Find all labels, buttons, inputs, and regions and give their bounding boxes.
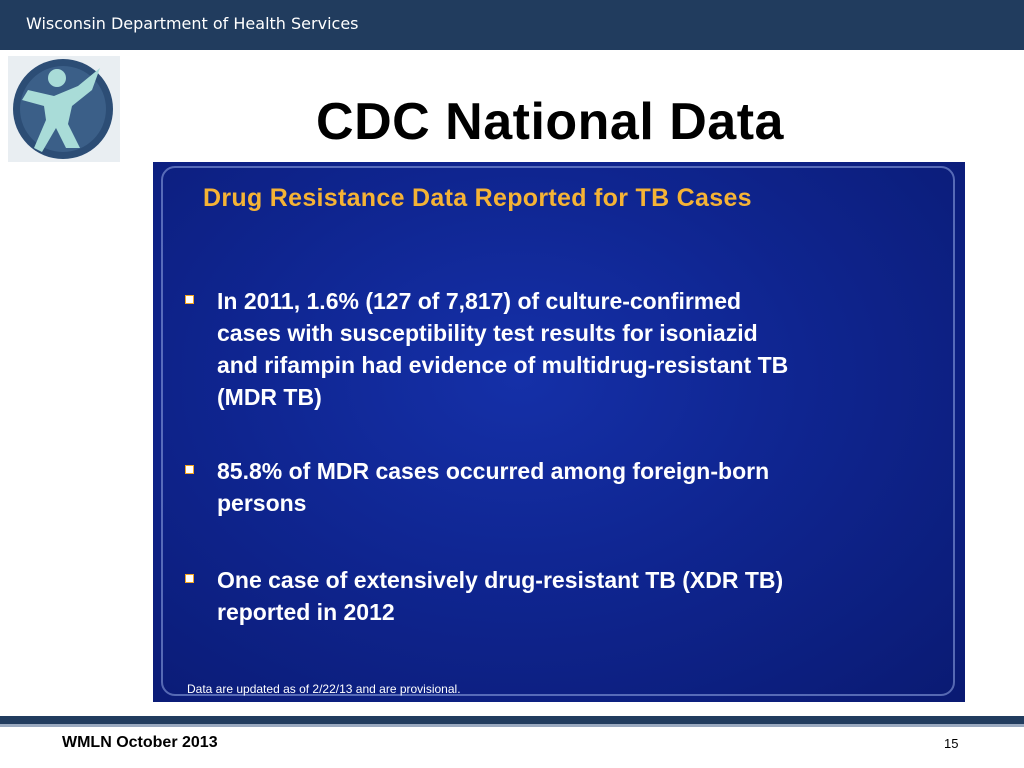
square-bullet-icon bbox=[185, 295, 194, 304]
data-disclaimer: Data are updated as of 2/22/13 and are p… bbox=[187, 682, 461, 696]
slide-title: CDC National Data bbox=[316, 93, 784, 151]
bullet-item: In 2011, 1.6% (127 of 7,817) of culture-… bbox=[185, 285, 925, 413]
dhs-logo-icon bbox=[8, 56, 120, 162]
bullet-line: reported in 2012 bbox=[217, 599, 395, 625]
bullet-line: In 2011, 1.6% (127 of 7,817) of culture-… bbox=[217, 288, 742, 314]
organization-name: Wisconsin Department of Health Services bbox=[26, 14, 359, 33]
footer-presentation-label: WMLN October 2013 bbox=[62, 734, 218, 751]
bullet-line: and rifampin had evidence of multidrug-r… bbox=[217, 352, 789, 378]
bullet-line: cases with susceptibility test results f… bbox=[217, 320, 758, 346]
panel-frame bbox=[161, 166, 955, 696]
bullet-line: One case of extensively drug-resistant T… bbox=[217, 567, 784, 593]
bullet-text: One case of extensively drug-resistant T… bbox=[217, 564, 925, 628]
bullet-text: 85.8% of MDR cases occurred among foreig… bbox=[217, 455, 925, 519]
bullet-text: In 2011, 1.6% (127 of 7,817) of culture-… bbox=[217, 285, 925, 413]
square-bullet-icon bbox=[185, 574, 194, 583]
bullet-line: (MDR TB) bbox=[217, 384, 322, 410]
header-bar: Wisconsin Department of Health Services bbox=[0, 0, 1024, 50]
square-bullet-icon bbox=[185, 465, 194, 474]
cdc-data-panel: Drug Resistance Data Reported for TB Cas… bbox=[153, 162, 965, 702]
bullet-item: One case of extensively drug-resistant T… bbox=[185, 564, 925, 628]
panel-title: Drug Resistance Data Reported for TB Cas… bbox=[203, 184, 752, 212]
footer-divider bbox=[0, 716, 1024, 724]
bullet-line: persons bbox=[217, 490, 307, 516]
bullet-item: 85.8% of MDR cases occurred among foreig… bbox=[185, 455, 925, 519]
page-number: 15 bbox=[944, 736, 959, 751]
footer-divider-accent bbox=[0, 724, 1024, 727]
bullet-line: 85.8% of MDR cases occurred among foreig… bbox=[217, 458, 770, 484]
